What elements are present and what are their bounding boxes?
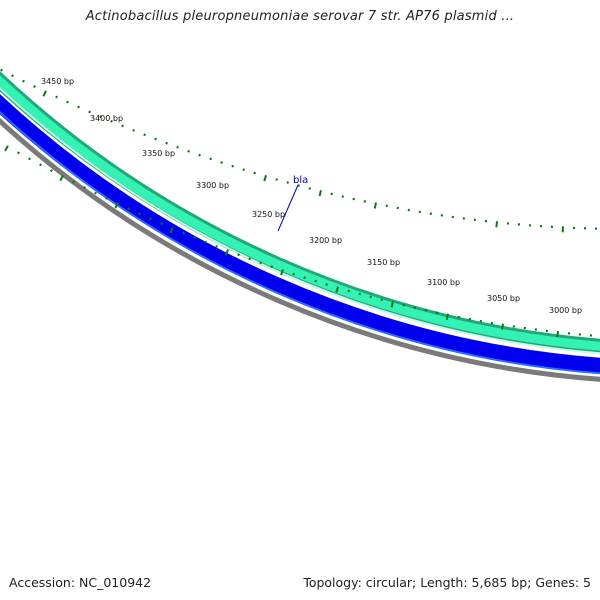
minor-tick-inner <box>358 292 361 296</box>
major-tick-inner <box>501 323 504 330</box>
minor-tick-outer <box>231 164 234 168</box>
minor-tick-inner <box>314 279 317 283</box>
tick-label: 3200 bp <box>309 236 342 245</box>
minor-tick-outer <box>330 192 333 196</box>
major-tick-inner <box>4 145 9 152</box>
minor-tick-inner <box>83 186 86 189</box>
minor-tick-outer <box>33 85 36 88</box>
minor-tick-outer <box>308 187 311 190</box>
minor-tick-inner <box>325 283 328 286</box>
tick-label: 3350 bp <box>142 149 175 158</box>
major-tick-inner <box>59 174 64 182</box>
major-tick-inner <box>556 330 559 338</box>
minor-tick-outer <box>0 68 3 72</box>
major-tick-inner <box>224 249 229 256</box>
minor-tick-outer <box>297 184 300 187</box>
minor-tick-inner <box>105 196 108 200</box>
minor-tick-inner <box>215 244 218 248</box>
minor-tick-inner <box>347 289 350 293</box>
minor-tick-outer <box>165 141 168 145</box>
tick-label: 3050 bp <box>487 294 520 303</box>
minor-tick-inner <box>248 257 251 261</box>
minor-tick-outer <box>143 133 146 137</box>
minor-tick-outer <box>55 95 58 99</box>
topology-summary: Topology: circular; Length: 5,685 bp; Ge… <box>303 575 591 590</box>
tick-label: 3450 bp <box>41 77 74 86</box>
minor-tick-inner <box>193 236 196 239</box>
minor-tick-inner <box>204 240 207 244</box>
tick-label: 3150 bp <box>367 258 400 267</box>
minor-tick-inner <box>138 212 141 216</box>
track-group <box>0 71 600 382</box>
reverse-gene-edge <box>0 110 600 375</box>
minor-tick-inner <box>237 253 240 257</box>
tick-label: 3100 bp <box>427 278 460 287</box>
gene-label-pointer <box>277 184 299 232</box>
minor-tick-inner <box>127 207 130 211</box>
minor-tick-outer <box>77 105 80 109</box>
minor-tick-inner <box>259 261 262 265</box>
major-tick-inner <box>445 313 449 320</box>
major-tick-inner <box>114 202 119 209</box>
minor-tick-outer <box>187 149 190 153</box>
tick-label: 3300 bp <box>196 181 229 190</box>
minor-tick-outer <box>209 157 212 161</box>
major-tick-outer <box>318 189 322 197</box>
minor-tick-inner <box>369 295 372 299</box>
minor-tick-inner <box>292 272 295 276</box>
minor-tick-outer <box>253 171 256 175</box>
minor-tick-outer <box>286 181 289 184</box>
forward-gene-fill <box>0 75 600 351</box>
minor-tick-inner <box>270 265 273 269</box>
major-tick-inner <box>390 301 394 308</box>
map-title: Actinobacillus pleuropneumoniae serovar … <box>85 9 515 24</box>
forward-gene-highlight <box>0 86 600 355</box>
minor-tick-outer <box>176 145 179 149</box>
major-tick-outer <box>373 202 377 209</box>
minor-tick-inner <box>160 222 163 226</box>
minor-tick-outer <box>242 168 245 172</box>
minor-tick-inner <box>303 276 306 280</box>
minor-tick-outer <box>22 79 25 83</box>
minor-tick-inner <box>380 298 383 302</box>
minor-tick-outer <box>66 100 69 104</box>
minor-tick-inner <box>17 151 20 155</box>
minor-tick-inner <box>149 217 152 221</box>
minor-tick-outer <box>132 129 135 132</box>
minor-tick-outer <box>121 124 124 128</box>
minor-tick-outer <box>198 153 201 157</box>
minor-tick-inner <box>182 231 185 235</box>
minor-tick-outer <box>275 178 278 181</box>
minor-tick-inner <box>28 157 31 161</box>
minor-tick-inner <box>39 163 42 167</box>
tick-label: 3400 bp <box>90 114 123 123</box>
major-tick-inner <box>335 286 339 293</box>
minor-tick-inner <box>402 303 405 307</box>
major-tick-outer <box>495 221 498 228</box>
minor-tick-outer <box>220 161 223 164</box>
minor-tick-outer <box>99 115 102 119</box>
minor-tick-outer <box>11 74 14 78</box>
backbone-line <box>0 117 600 382</box>
accession-text: Accession: NC_010942 <box>9 575 152 590</box>
minor-tick-inner <box>94 191 97 195</box>
minor-tick-inner <box>72 180 75 184</box>
major-tick-inner <box>280 269 284 276</box>
tick-label: 3250 bp <box>252 210 285 219</box>
minor-tick-outer <box>154 137 157 141</box>
gene-label-bla: bla <box>293 175 308 186</box>
tick-label-group: 3450 bp 3400 bp 3350 bp 3300 bp 3250 bp 3200 … <box>41 77 582 315</box>
major-tick-outer <box>263 175 267 182</box>
reverse-gene-track <box>0 94 600 373</box>
major-tick-outer <box>42 90 47 97</box>
minor-tick-outer <box>88 110 91 114</box>
major-tick-inner <box>169 226 174 234</box>
tick-label: 3000 bp <box>549 306 582 315</box>
minor-tick-outer <box>110 119 113 123</box>
tick-group <box>0 68 597 338</box>
minor-tick-inner <box>50 169 53 173</box>
